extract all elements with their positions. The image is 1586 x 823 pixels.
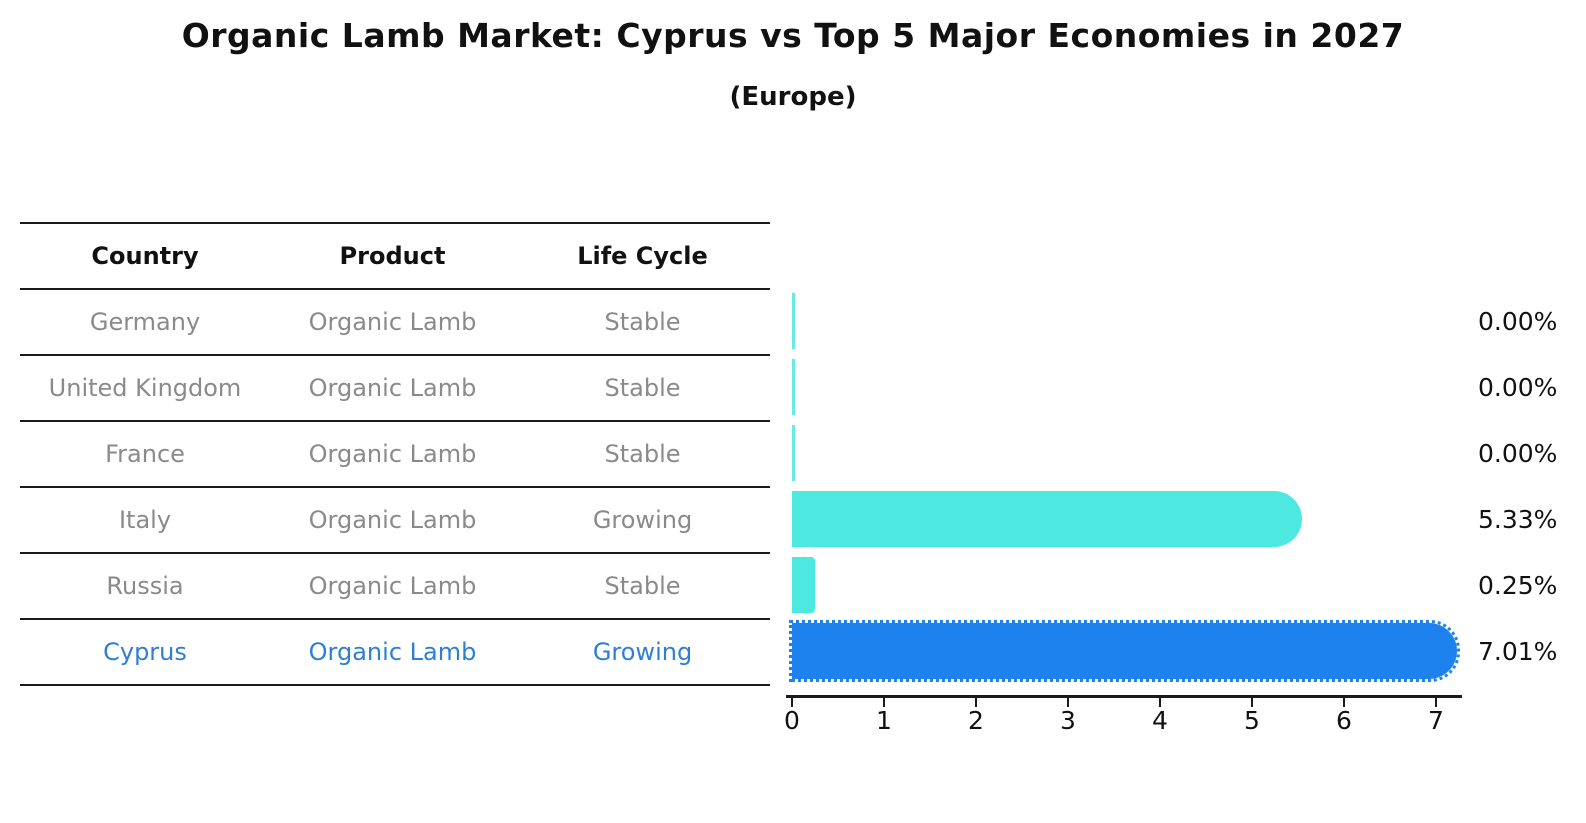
tick-label-2: 2 bbox=[968, 706, 984, 735]
cell-product: Organic Lamb bbox=[308, 440, 477, 468]
value-label-cyprus: 7.01% bbox=[1478, 636, 1558, 666]
tick-label-7: 7 bbox=[1428, 706, 1444, 735]
bar-france bbox=[792, 425, 795, 481]
cell-life-cycle: Growing bbox=[592, 506, 693, 534]
cell-country: France bbox=[105, 440, 185, 468]
cell-life-cycle: Stable bbox=[604, 374, 681, 402]
cell-country: Germany bbox=[89, 308, 201, 336]
tick-mark-2 bbox=[975, 698, 977, 707]
bar-russia bbox=[792, 557, 815, 613]
bar-row-italy bbox=[792, 486, 1462, 552]
bar-united-kingdom bbox=[792, 359, 795, 415]
tick-mark-3 bbox=[1067, 698, 1069, 707]
cell-product: Organic Lamb bbox=[308, 638, 477, 666]
cell-life-cycle: Stable bbox=[604, 308, 681, 336]
table-row-italy: Italy Organic Lamb Growing bbox=[20, 488, 770, 554]
table-header-row: Country Product Life Cycle bbox=[20, 224, 770, 290]
bar-row-united-kingdom bbox=[792, 354, 1462, 420]
bar-germany bbox=[792, 293, 795, 349]
bar-row-russia bbox=[792, 552, 1462, 618]
table-row-cyprus: Cyprus Organic Lamb Growing bbox=[20, 620, 770, 686]
chart-title: Organic Lamb Market: Cyprus vs Top 5 Maj… bbox=[181, 16, 1405, 55]
table-row-russia: Russia Organic Lamb Stable bbox=[20, 554, 770, 620]
tick-mark-0 bbox=[791, 698, 793, 707]
tick-label-1: 1 bbox=[876, 706, 892, 735]
table-body: Germany Organic Lamb Stable United Kingdom O… bbox=[20, 290, 770, 686]
chart-subtitle: (Europe) bbox=[729, 82, 857, 112]
country-table: Country Product Life Cycle Germany Organi… bbox=[20, 222, 770, 686]
bar-cyprus bbox=[789, 620, 1460, 682]
tick-mark-6 bbox=[1343, 698, 1345, 707]
bar-row-cyprus bbox=[789, 618, 1462, 684]
value-label-russia: 0.25% bbox=[1478, 570, 1558, 600]
cell-country: Italy bbox=[118, 506, 172, 534]
cell-product: Organic Lamb bbox=[308, 374, 477, 402]
tick-label-6: 6 bbox=[1336, 706, 1352, 735]
x-axis-line bbox=[786, 695, 1462, 698]
table-row-united-kingdom: United Kingdom Organic Lamb Stable bbox=[20, 356, 770, 422]
bar-row-france bbox=[792, 420, 1462, 486]
cell-life-cycle: Stable bbox=[604, 572, 681, 600]
cell-product: Organic Lamb bbox=[308, 506, 477, 534]
value-label-united-kingdom: 0.00% bbox=[1478, 372, 1558, 402]
tick-mark-4 bbox=[1159, 698, 1161, 707]
table-header-country: Country bbox=[91, 242, 199, 270]
cell-country: Russia bbox=[106, 572, 184, 600]
tick-label-5: 5 bbox=[1244, 706, 1260, 735]
bar-plot-area bbox=[789, 288, 1462, 684]
value-label-france: 0.00% bbox=[1478, 438, 1558, 468]
cell-country: United Kingdom bbox=[48, 374, 242, 402]
tick-mark-1 bbox=[883, 698, 885, 707]
table-header-life-cycle: Life Cycle bbox=[577, 242, 708, 270]
bar-italy bbox=[792, 491, 1302, 547]
tick-mark-5 bbox=[1251, 698, 1253, 707]
table-row-france: France Organic Lamb Stable bbox=[20, 422, 770, 488]
tick-label-0: 0 bbox=[784, 706, 800, 735]
tick-mark-7 bbox=[1435, 698, 1437, 707]
cell-product: Organic Lamb bbox=[308, 572, 477, 600]
table-row-germany: Germany Organic Lamb Stable bbox=[20, 290, 770, 356]
tick-label-4: 4 bbox=[1152, 706, 1168, 735]
bar-row-germany bbox=[792, 288, 1462, 354]
tick-label-3: 3 bbox=[1060, 706, 1076, 735]
cell-country: Cyprus bbox=[103, 638, 187, 666]
table-header-product: Product bbox=[339, 242, 446, 270]
value-label-italy: 5.33% bbox=[1478, 504, 1558, 534]
value-label-germany: 0.00% bbox=[1478, 306, 1558, 336]
cell-life-cycle: Stable bbox=[604, 440, 681, 468]
cell-life-cycle: Growing bbox=[592, 638, 693, 666]
cell-product: Organic Lamb bbox=[308, 308, 477, 336]
